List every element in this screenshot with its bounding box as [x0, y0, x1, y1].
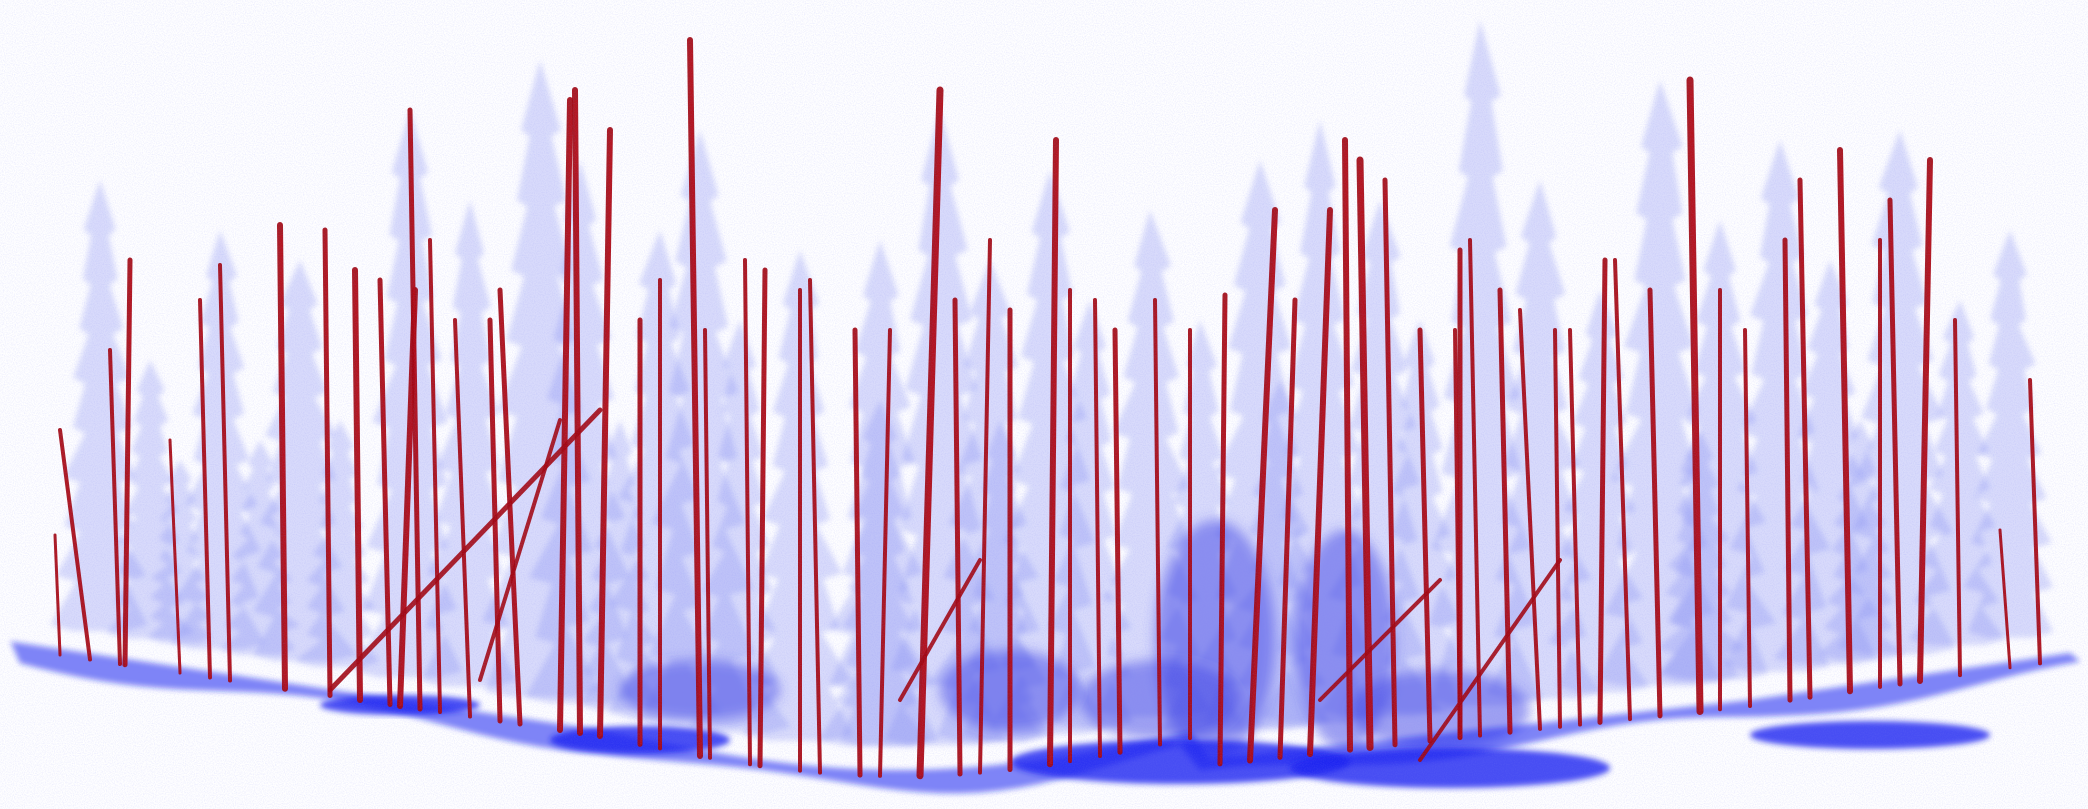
- point-speckle: [0, 0, 2088, 809]
- texture-layer: [0, 0, 2088, 809]
- point-cloud-scene: [0, 0, 2088, 809]
- forest-point-cloud-canvas: [0, 0, 2088, 809]
